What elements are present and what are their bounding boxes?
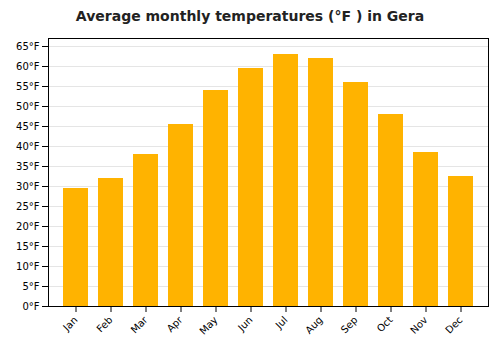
svg-text:Dec: Dec (443, 314, 464, 335)
svg-text:Apr: Apr (165, 314, 186, 335)
svg-text:55°F: 55°F (16, 81, 40, 92)
svg-text:Nov: Nov (408, 314, 430, 336)
svg-text:Aug: Aug (303, 314, 325, 336)
svg-text:15°F: 15°F (16, 241, 40, 252)
svg-text:45°F: 45°F (16, 121, 40, 132)
svg-text:20°F: 20°F (16, 221, 40, 232)
svg-text:Feb: Feb (94, 314, 114, 334)
svg-text:Sep: Sep (339, 314, 360, 335)
html-text:Average monthly temperatures (: Average monthly temperatures (°F ) in Ge… (75, 8, 425, 24)
svg-text:May: May (197, 314, 219, 336)
svg-text:65°F: 65°F (16, 41, 40, 52)
svg-text:30°F: 30°F (16, 181, 40, 192)
svg-text:60°F: 60°F (16, 61, 40, 72)
svg-text:10°F: 10°F (16, 261, 40, 272)
svg-text:Oct: Oct (375, 314, 395, 334)
svg-text:0°F: 0°F (22, 301, 39, 312)
svg-text:Mar: Mar (129, 314, 151, 336)
svg-text:Jun: Jun (235, 314, 255, 334)
svg-text:5°F: 5°F (22, 281, 39, 292)
svg-text:50°F: 50°F (16, 101, 40, 112)
svg-text:35°F: 35°F (16, 161, 40, 172)
svg-text:25°F: 25°F (16, 201, 40, 212)
svg-text:40°F: 40°F (16, 141, 40, 152)
svg-text:Jan: Jan (60, 314, 79, 333)
svg-text:Jul: Jul (273, 314, 290, 331)
